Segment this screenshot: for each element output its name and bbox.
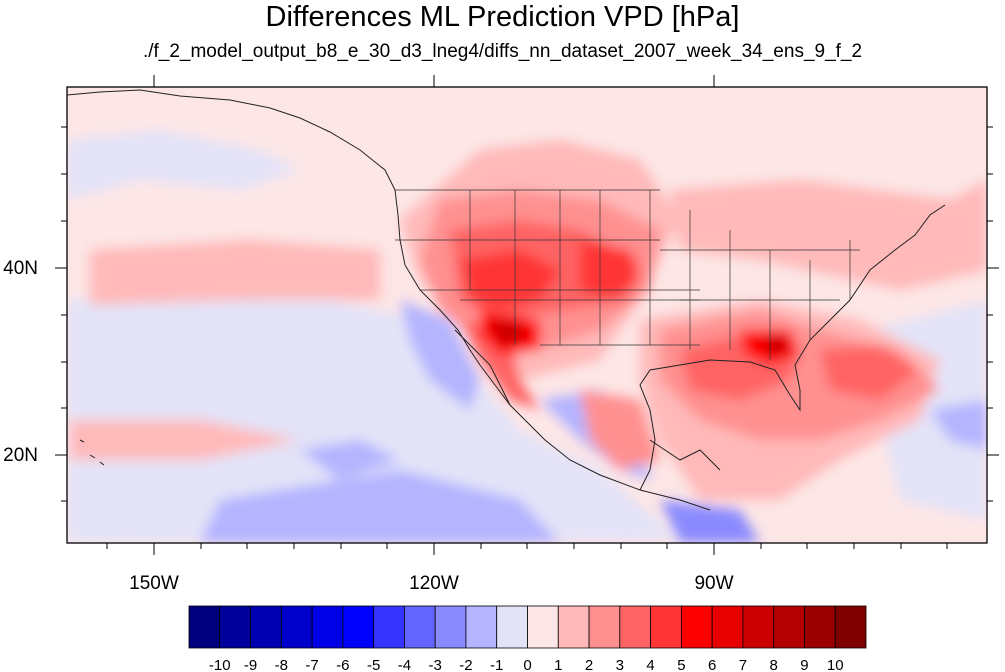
colorbar-tick-label: -10 [209,657,231,672]
lon-tick-label: 150W [129,573,179,594]
colorbar-tick-label: -5 [367,657,380,672]
vpd-difference-field [67,87,987,543]
plot-subtitle: ./f_2_model_output_b8_e_30_d3_lneg4/diff… [142,41,863,62]
colorbar-tick-label: -3 [429,657,442,672]
colorbar-tick-label: 1 [554,657,562,672]
colorbar-swatch [373,605,405,649]
colorbar-swatch [804,605,836,649]
lon-tick-label: 90W [694,573,733,594]
colorbar-tick-label: 7 [739,657,747,672]
colorbar-tick-label: -2 [459,657,472,672]
colorbar-tick-label: 10 [827,657,844,672]
colorbar-tick-label: 8 [770,657,778,672]
colorbar-tick-label: -7 [305,657,318,672]
plot-title: Differences ML Prediction VPD [hPa] [265,1,740,33]
colorbar-tick-label: -9 [244,657,257,672]
colorbar-swatch [588,605,621,649]
colorbar: -10 -9 -8 -7 -6 -5 -4 -3 -2 -1 0 1 2 3 4 5 6 7 8 9 10 [188,605,867,672]
coastlines [67,89,946,511]
colorbar-swatch [188,605,221,649]
colorbar-tick-label: -1 [490,657,503,672]
colorbar-swatch [742,605,775,649]
lat-tick-label: 40N [3,258,38,279]
colorbar-swatch [557,605,590,649]
colorbar-tick-label: 4 [646,657,654,672]
colorbar-swatch [311,605,344,649]
lon-tick-label: 120W [409,573,459,594]
colorbar-swatch [404,605,436,649]
colorbar-tick-label: 6 [708,657,716,672]
colorbar-swatch [465,605,498,649]
colorbar-tick-label: -6 [336,657,349,672]
colorbar-swatch [711,605,744,649]
colorbar-swatch [773,605,805,649]
colorbar-swatch [434,605,467,649]
colorbar-swatch [680,605,713,649]
lat-tick-label: 20N [3,445,38,466]
colorbar-tick-label: -4 [398,657,411,672]
colorbar-tick-label: 9 [800,657,808,672]
colorbar-swatch [219,605,251,649]
colorbar-tick-label: 3 [616,657,624,672]
axis-ticks [55,75,999,555]
colorbar-swatch [619,605,651,649]
colorbar-swatch [280,605,313,649]
colorbar-swatch [650,605,682,649]
us-state-borders [395,189,860,360]
colorbar-tick-label: 5 [677,657,685,672]
colorbar-tick-label: 0 [523,657,531,672]
colorbar-tick-label: 2 [585,657,593,672]
colorbar-swatch [834,605,867,649]
colorbar-swatch [250,605,282,649]
colorbar-tick-label: -8 [275,657,288,672]
colorbar-swatch [496,605,528,649]
colorbar-swatch [527,605,559,649]
colorbar-swatch [342,605,375,649]
